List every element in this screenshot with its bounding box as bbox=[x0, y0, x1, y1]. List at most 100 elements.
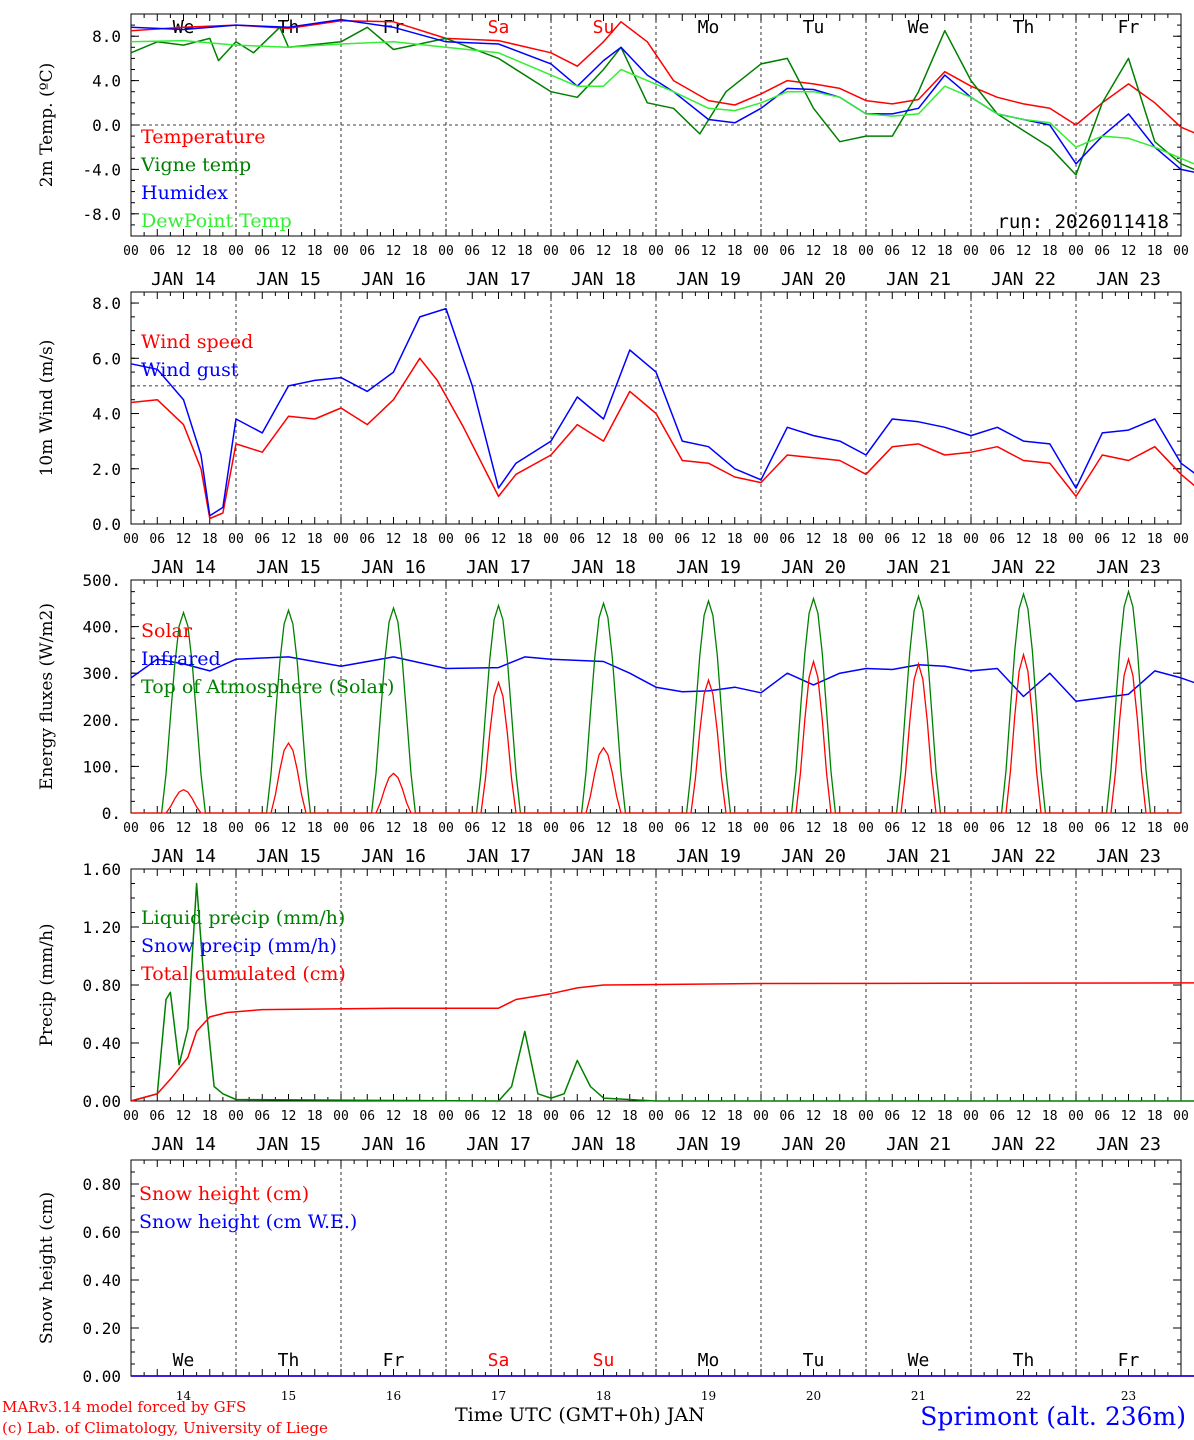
hour-tick-label: 06 bbox=[254, 244, 270, 259]
day-date-label: JAN 22 bbox=[991, 269, 1056, 290]
hour-tick-label: 06 bbox=[989, 244, 1005, 259]
hour-tick-label: 12 bbox=[701, 821, 717, 836]
hour-tick-label: 18 bbox=[622, 532, 638, 547]
hour-tick-label: 12 bbox=[596, 532, 612, 547]
series-infrared bbox=[130, 656, 1194, 702]
legend-entry: Snow precip (mm/h) bbox=[141, 935, 337, 957]
y-axis-title: Energy fluxes (W/m2) bbox=[37, 603, 57, 790]
hour-tick-label: 18 bbox=[937, 1109, 953, 1124]
day-date-label: JAN 16 bbox=[361, 1134, 426, 1155]
hour-tick-label: 06 bbox=[569, 1109, 585, 1124]
y-tick-label: -4.0 bbox=[82, 160, 121, 179]
day-date-label: JAN 17 bbox=[466, 846, 531, 867]
y-tick-label: 8.0 bbox=[92, 27, 121, 46]
hour-tick-label: 06 bbox=[674, 244, 690, 259]
hour-tick-label: 06 bbox=[569, 244, 585, 259]
hour-tick-label: 18 bbox=[412, 821, 428, 836]
hour-tick-label: 18 bbox=[1042, 244, 1058, 259]
hour-tick-label: 12 bbox=[386, 1109, 402, 1124]
hour-tick-label: 00 bbox=[228, 821, 244, 836]
model-credit: MARv3.14 model forced by GFS bbox=[2, 1398, 247, 1416]
y-tick-label: 1.60 bbox=[82, 860, 121, 879]
hour-tick-label: 18 bbox=[1147, 821, 1163, 836]
hour-tick-label: 12 bbox=[911, 244, 927, 259]
hour-tick-label: 06 bbox=[149, 1109, 165, 1124]
hour-tick-label: 06 bbox=[884, 821, 900, 836]
hour-tick-label: 12 bbox=[806, 244, 822, 259]
day-date-label: JAN 20 bbox=[781, 846, 846, 867]
hour-tick-label: 18 bbox=[517, 1109, 533, 1124]
y-tick-label: 0.60 bbox=[82, 1223, 121, 1242]
hour-tick-label: 00 bbox=[1068, 821, 1084, 836]
hour-tick-label: 18 bbox=[412, 1109, 428, 1124]
hour-tick-label: 18 bbox=[517, 244, 533, 259]
hour-tick-label: 00 bbox=[1068, 1109, 1084, 1124]
y-axis-title: 10m Wind (m/s) bbox=[37, 340, 57, 477]
hour-tick-label: 00 bbox=[228, 244, 244, 259]
y-axis-title: Precip (mm/h) bbox=[37, 923, 57, 1046]
hour-tick-label: 18 bbox=[202, 821, 218, 836]
legend-entry: Infrared bbox=[141, 648, 221, 670]
hour-tick-label: 06 bbox=[359, 244, 375, 259]
day-date-label: JAN 21 bbox=[886, 1134, 951, 1155]
hour-tick-label: 06 bbox=[254, 1109, 270, 1124]
hour-tick-label: 00 bbox=[333, 244, 349, 259]
day-number-label: 20 bbox=[806, 1389, 821, 1403]
hour-tick-label: 00 bbox=[858, 244, 874, 259]
hour-tick-label: 12 bbox=[491, 244, 507, 259]
hour-tick-label: 18 bbox=[307, 821, 323, 836]
day-of-week-label: Th bbox=[278, 1350, 300, 1371]
hour-tick-label: 00 bbox=[753, 532, 769, 547]
hour-tick-label: 06 bbox=[359, 821, 375, 836]
series-solar bbox=[131, 652, 1181, 814]
day-date-label: JAN 15 bbox=[256, 557, 321, 578]
hour-tick-label: 06 bbox=[989, 532, 1005, 547]
legend-entry: Snow height (cm W.E.) bbox=[139, 1211, 357, 1233]
y-axis-title: 2m Temp. (ºC) bbox=[37, 63, 57, 188]
y-tick-label: 2.0 bbox=[92, 460, 121, 479]
hour-tick-label: 12 bbox=[281, 1109, 297, 1124]
hour-tick-label: 00 bbox=[648, 821, 664, 836]
series-wind-gust bbox=[130, 307, 1194, 517]
y-tick-label: 0.20 bbox=[82, 1319, 121, 1338]
hour-tick-label: 12 bbox=[596, 244, 612, 259]
hour-tick-label: 12 bbox=[281, 821, 297, 836]
day-of-week-label: We bbox=[908, 17, 930, 38]
hour-tick-label: 00 bbox=[333, 532, 349, 547]
day-date-label: JAN 19 bbox=[676, 269, 741, 290]
hour-tick-label: 18 bbox=[1147, 532, 1163, 547]
y-tick-label: 4.0 bbox=[92, 72, 121, 91]
hour-tick-label: 12 bbox=[491, 532, 507, 547]
series-humidex bbox=[130, 18, 1194, 173]
day-date-label: JAN 21 bbox=[886, 557, 951, 578]
day-of-week-label: Su bbox=[593, 1350, 615, 1371]
hour-tick-label: 06 bbox=[569, 532, 585, 547]
hour-tick-label: 00 bbox=[963, 1109, 979, 1124]
hour-tick-label: 00 bbox=[1068, 244, 1084, 259]
day-date-label: JAN 14 bbox=[151, 557, 216, 578]
hour-tick-label: 18 bbox=[202, 532, 218, 547]
hour-tick-label: 00 bbox=[1173, 532, 1189, 547]
hour-tick-label: 00 bbox=[753, 244, 769, 259]
hour-tick-label: 06 bbox=[464, 1109, 480, 1124]
hour-tick-label: 18 bbox=[412, 244, 428, 259]
y-tick-label: 100. bbox=[82, 757, 121, 776]
hour-tick-label: 00 bbox=[438, 1109, 454, 1124]
day-number-label: 22 bbox=[1016, 1389, 1031, 1403]
hour-tick-label: 06 bbox=[254, 821, 270, 836]
day-date-label: JAN 19 bbox=[676, 557, 741, 578]
hour-tick-label: 18 bbox=[307, 244, 323, 259]
series-temperature bbox=[130, 19, 1194, 134]
y-tick-label: 4.0 bbox=[92, 405, 121, 424]
day-number-label: 17 bbox=[491, 1389, 506, 1403]
day-of-week-label: Mo bbox=[698, 1350, 720, 1371]
hour-tick-label: 12 bbox=[1121, 532, 1137, 547]
day-date-label: JAN 17 bbox=[466, 557, 531, 578]
day-date-label: JAN 16 bbox=[361, 557, 426, 578]
hour-tick-label: 06 bbox=[1094, 244, 1110, 259]
y-tick-label: 0.40 bbox=[82, 1271, 121, 1290]
hour-tick-label: 12 bbox=[701, 532, 717, 547]
day-date-label: JAN 18 bbox=[571, 1134, 636, 1155]
panel-snow: 0.80 0.60 0.40 0.20 0.00 Snow height (cm) 14 15… bbox=[37, 1159, 1194, 1403]
hour-tick-label: 00 bbox=[438, 821, 454, 836]
